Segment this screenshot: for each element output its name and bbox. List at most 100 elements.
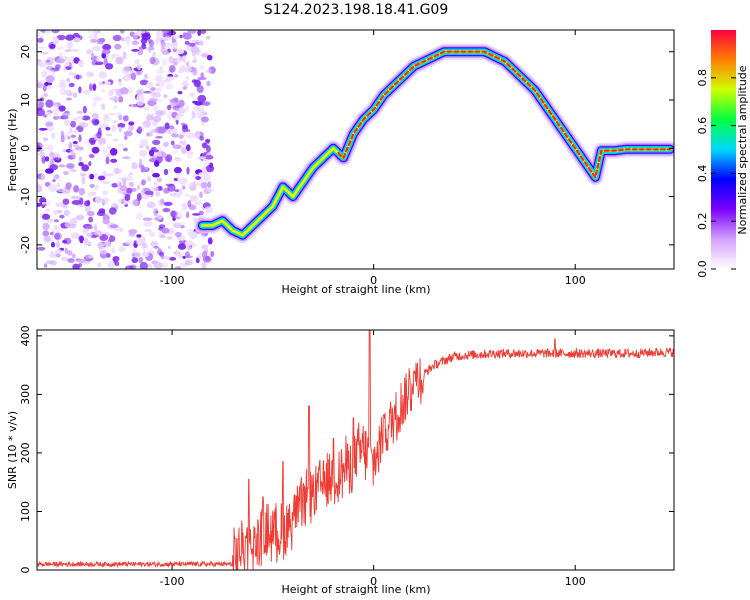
noise-speckle xyxy=(78,162,84,167)
noise-speckle xyxy=(37,246,46,251)
noise-speckle xyxy=(69,128,73,133)
noise-speckle xyxy=(102,180,110,185)
noise-speckle xyxy=(98,208,106,214)
noise-speckle xyxy=(146,131,153,137)
noise-speckle xyxy=(156,177,163,183)
noise-speckle xyxy=(159,65,163,71)
noise-speckle xyxy=(59,214,65,219)
noise-speckle xyxy=(44,263,48,268)
noise-speckle xyxy=(131,40,139,45)
noise-speckle xyxy=(163,168,169,176)
noise-speckle xyxy=(200,121,205,126)
noise-speckle xyxy=(136,193,142,201)
noise-speckle xyxy=(58,164,66,168)
noise-speckle xyxy=(162,79,172,83)
noise-speckle xyxy=(191,50,196,57)
noise-speckle xyxy=(109,224,119,229)
noise-speckle xyxy=(156,87,163,93)
noise-speckle xyxy=(43,92,48,97)
noise-speckle xyxy=(120,177,128,181)
noise-speckle xyxy=(64,49,72,52)
noise-speckle xyxy=(78,263,82,268)
noise-speckle xyxy=(165,83,173,90)
noise-speckle xyxy=(88,216,94,223)
noise-speckle xyxy=(100,89,105,93)
noise-speckle xyxy=(141,188,145,196)
noise-speckle xyxy=(39,150,45,158)
noise-speckle xyxy=(55,202,65,207)
noise-speckle xyxy=(40,173,46,181)
noise-speckle xyxy=(87,254,95,259)
noise-speckle xyxy=(186,46,190,51)
noise-speckle xyxy=(50,241,56,248)
noise-speckle xyxy=(197,252,203,260)
noise-speckle xyxy=(56,178,63,182)
noise-speckle xyxy=(108,112,117,116)
noise-speckle xyxy=(94,184,99,191)
noise-speckle xyxy=(143,221,153,227)
noise-speckle xyxy=(94,196,102,204)
noise-speckle xyxy=(146,81,154,89)
noise-speckle xyxy=(174,56,183,63)
noise-speckle xyxy=(45,208,50,212)
noise-speckle xyxy=(101,103,105,110)
noise-speckle xyxy=(131,257,139,264)
noise-speckle xyxy=(62,112,70,117)
noise-speckle xyxy=(205,35,211,40)
noise-speckle xyxy=(102,190,109,196)
noise-speckle xyxy=(200,30,207,35)
noise-speckle xyxy=(107,260,115,269)
noise-speckle xyxy=(155,83,160,87)
noise-speckle xyxy=(81,115,91,121)
noise-speckle xyxy=(193,79,201,88)
noise-speckle xyxy=(116,178,120,187)
noise-speckle xyxy=(150,241,159,247)
noise-speckle xyxy=(128,229,138,234)
noise-speckle xyxy=(127,125,134,132)
ridge-core xyxy=(337,50,672,181)
heatmap-ytick-label: -10 xyxy=(19,188,32,206)
noise-speckle xyxy=(169,65,176,73)
noise-speckle xyxy=(203,162,210,166)
noise-speckle xyxy=(71,195,81,200)
noise-speckle xyxy=(202,101,211,106)
noise-speckle xyxy=(64,66,72,70)
heatmap-ytick-label: 10 xyxy=(19,93,32,107)
noise-speckle xyxy=(118,96,124,103)
noise-speckle xyxy=(142,217,153,221)
noise-speckle xyxy=(143,106,150,111)
noise-speckle xyxy=(108,207,117,215)
noise-speckle xyxy=(155,191,161,197)
noise-speckle xyxy=(144,190,154,195)
noise-speckle xyxy=(117,123,126,128)
noise-speckle xyxy=(201,244,209,250)
noise-speckle xyxy=(139,261,148,269)
noise-speckle xyxy=(151,169,155,174)
noise-speckle xyxy=(81,164,90,172)
noise-speckle xyxy=(198,172,206,176)
noise-speckle xyxy=(72,117,79,121)
noise-speckle xyxy=(88,153,95,159)
noise-speckle xyxy=(169,256,177,261)
noise-speckle xyxy=(165,183,175,187)
noise-speckle xyxy=(124,265,134,269)
noise-speckle xyxy=(109,148,118,156)
noise-speckle xyxy=(44,30,51,34)
noise-speckle xyxy=(52,179,56,183)
noise-speckle xyxy=(144,73,148,80)
noise-speckle xyxy=(53,209,58,216)
noise-speckle xyxy=(72,144,79,148)
noise-speckle xyxy=(74,146,84,151)
noise-speckle xyxy=(188,183,194,187)
noise-speckle xyxy=(46,126,55,132)
noise-speckle xyxy=(147,46,152,53)
noise-speckle xyxy=(81,176,86,185)
noise-speckle xyxy=(85,226,94,230)
noise-speckle xyxy=(56,182,61,188)
heatmap-ytick-label: 0 xyxy=(19,145,32,152)
heatmap-ylabel: Frequency (Hz) xyxy=(6,109,19,192)
noise-speckle xyxy=(98,175,106,181)
noise-speckle xyxy=(45,59,51,63)
noise-speckle xyxy=(172,150,178,154)
noise-speckle xyxy=(137,64,141,71)
